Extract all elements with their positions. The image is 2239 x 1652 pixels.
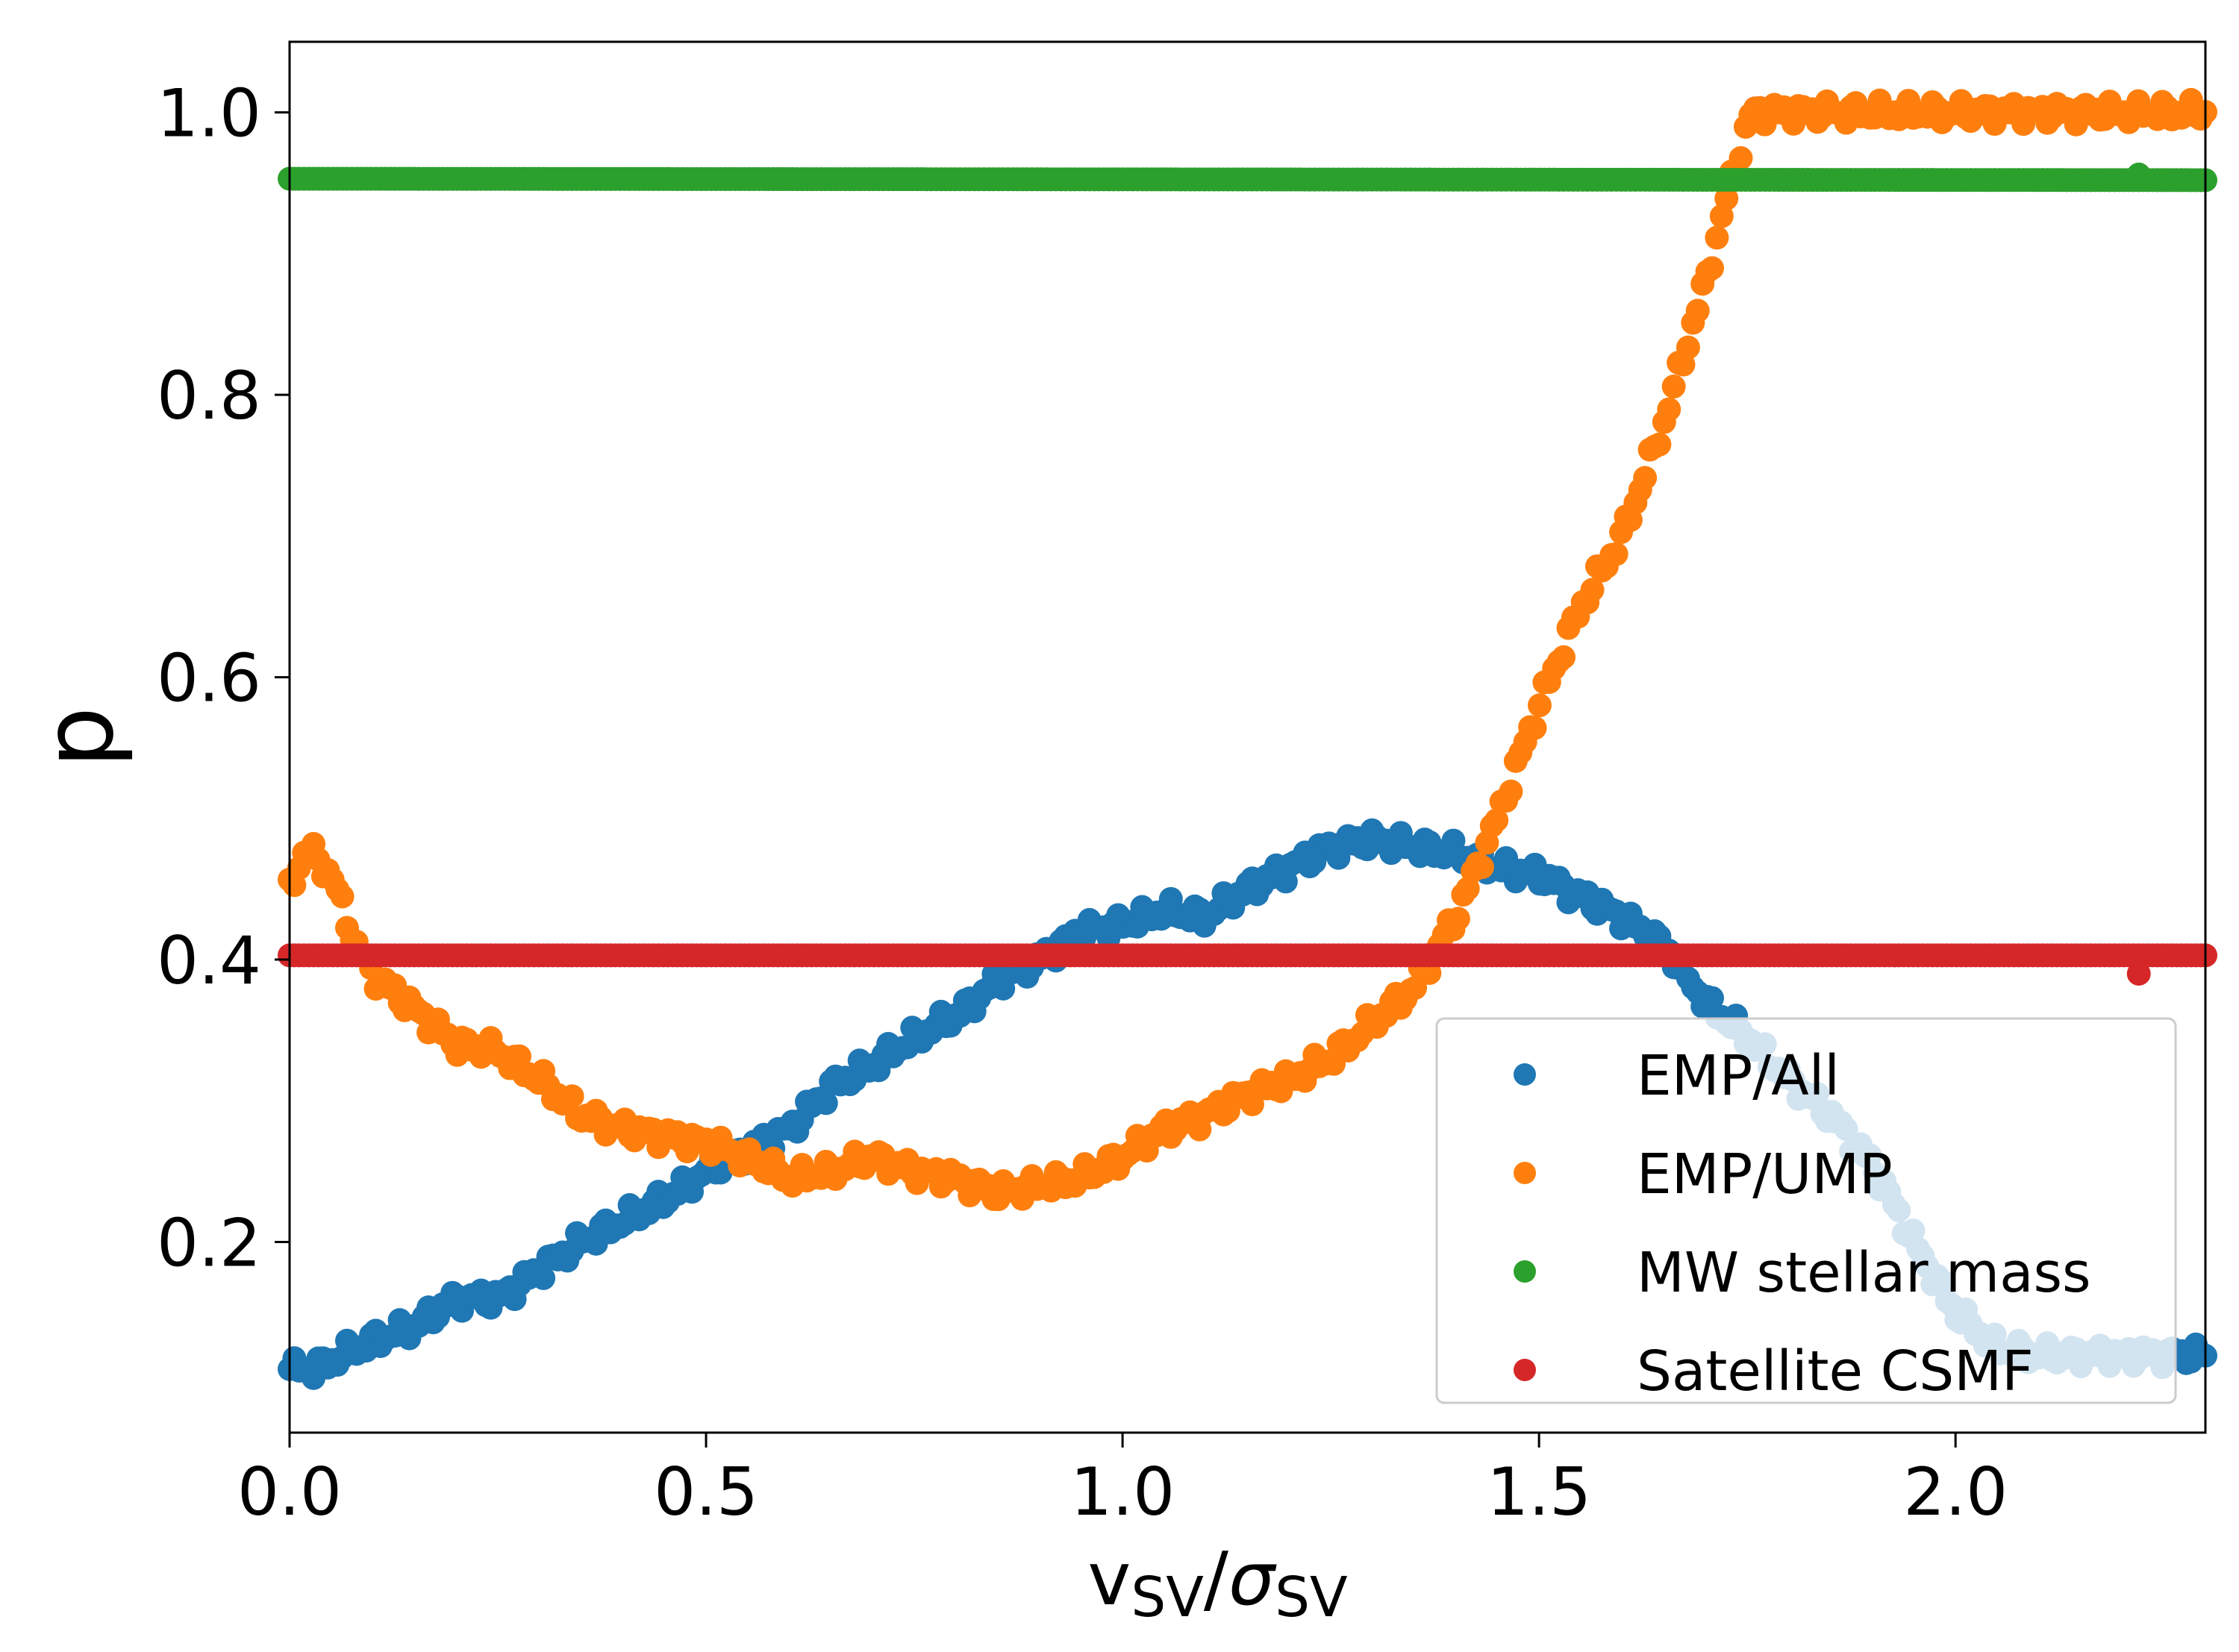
y-axis: 0.2 0.4 0.6 0.8 1.0 bbox=[157, 75, 290, 1282]
y-tick-label: 0.6 bbox=[157, 640, 261, 717]
legend-box bbox=[1435, 1017, 2177, 1404]
legend-label: Satellite CSMF bbox=[1637, 1339, 2034, 1404]
x-tick-label: 1.5 bbox=[1487, 1454, 1591, 1530]
data-point bbox=[1403, 975, 1428, 1000]
x-axis: 0.0 0.5 1.0 1.5 2.0 bbox=[237, 1433, 2008, 1530]
legend: EMP/All EMP/UMP MW stellar mass Satellite C… bbox=[1435, 1017, 2177, 1404]
data-point bbox=[560, 1084, 584, 1109]
data-point bbox=[1484, 808, 1509, 833]
legend-marker bbox=[1514, 1359, 1536, 1381]
data-point bbox=[1604, 542, 1628, 566]
data-point bbox=[1699, 986, 1724, 1010]
data-points-layer bbox=[278, 87, 2217, 1390]
legend-marker bbox=[1514, 1063, 1536, 1086]
x-tick-label: 2.0 bbox=[1903, 1454, 2008, 1530]
data-point bbox=[1633, 466, 1658, 490]
data-point bbox=[1729, 146, 1753, 170]
legend-label: MW stellar mass bbox=[1637, 1241, 2091, 1305]
data-point bbox=[1527, 693, 1552, 718]
outlier-point bbox=[2126, 961, 2151, 986]
data-point bbox=[1552, 645, 1576, 669]
legend-marker bbox=[1514, 1162, 1536, 1184]
data-point bbox=[1661, 375, 1686, 399]
legend-marker bbox=[1514, 1260, 1536, 1283]
data-point bbox=[1523, 716, 1547, 740]
outlier-point bbox=[2126, 162, 2151, 187]
data-point bbox=[1657, 397, 1681, 422]
data-point bbox=[1446, 907, 1470, 931]
data-point bbox=[1580, 578, 1605, 602]
data-point bbox=[330, 884, 355, 909]
data-point bbox=[814, 1091, 838, 1116]
x-tick-label: 0.5 bbox=[654, 1454, 758, 1530]
y-tick-label: 0.2 bbox=[157, 1205, 261, 1282]
data-point bbox=[1705, 225, 1729, 250]
data-point bbox=[1470, 855, 1494, 880]
y-axis-label: p bbox=[22, 707, 135, 769]
legend-label: EMP/All bbox=[1637, 1044, 1840, 1108]
y-tick-label: 0.4 bbox=[157, 922, 261, 999]
data-point bbox=[1699, 256, 1724, 281]
x-tick-label: 1.0 bbox=[1070, 1454, 1175, 1530]
plot-area-frame bbox=[288, 40, 2207, 1434]
y-tick-label: 1.0 bbox=[157, 75, 261, 152]
x-axis-label: vSV/σSV bbox=[1087, 1537, 1348, 1630]
data-point bbox=[1676, 335, 1700, 360]
data-point bbox=[531, 1265, 556, 1290]
data-point bbox=[1647, 432, 1672, 457]
data-point bbox=[508, 1044, 532, 1069]
data-point bbox=[1685, 298, 1710, 323]
x-tick-label: 0.0 bbox=[237, 1454, 342, 1530]
data-point bbox=[1499, 779, 1523, 804]
data-point bbox=[1714, 187, 1739, 211]
y-tick-label: 0.8 bbox=[157, 357, 261, 434]
legend-label: EMP/UMP bbox=[1637, 1142, 1893, 1207]
